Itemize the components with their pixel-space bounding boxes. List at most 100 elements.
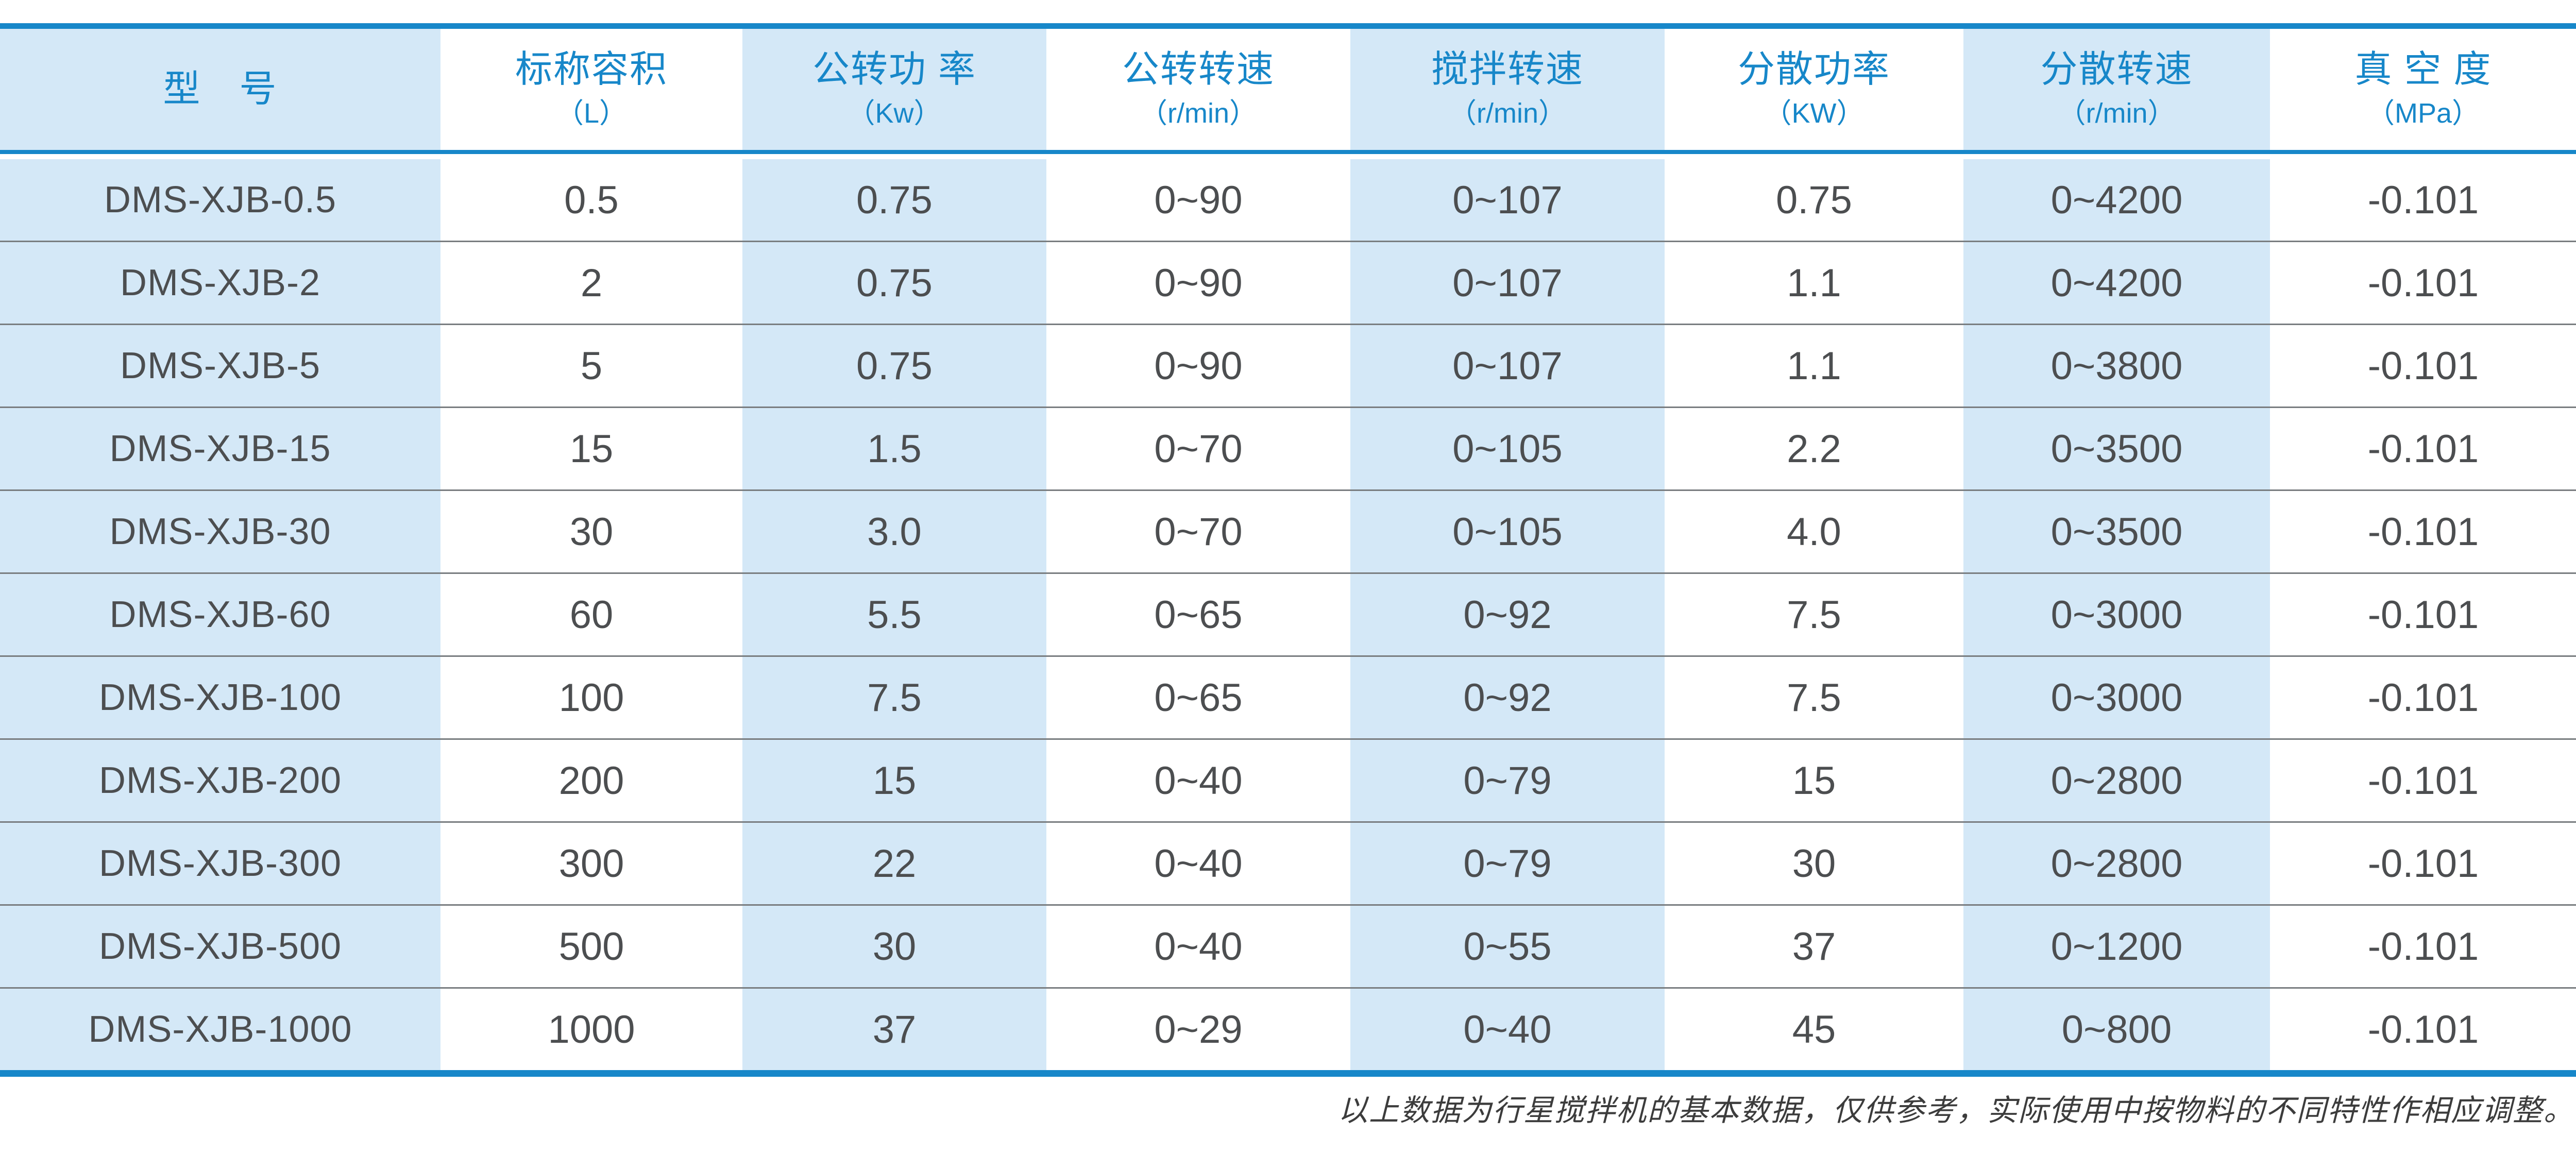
cell-mixing-speed: 0~107 [1350,325,1665,406]
cell-revolution-speed: 0~29 [1046,989,1350,1070]
cell-revolution-power: 15 [742,740,1046,821]
cell-revolution-power: 5.5 [742,574,1046,655]
cell-dispersion-power: 7.5 [1665,657,1963,738]
cell-mixing-speed: 0~79 [1350,823,1665,904]
header-model-title: 型 号 [163,68,278,110]
cell-dispersion-power: 0.75 [1665,159,1963,241]
header-mixing-speed-unit: （r/min） [1449,98,1566,129]
header-model: 型 号 [0,29,440,150]
table-row: DMS-XJB-15 15 1.5 0~70 0~105 2.2 0~3500 … [0,406,2576,489]
cell-model: DMS-XJB-1000 [0,989,440,1070]
cell-revolution-speed: 0~40 [1046,740,1350,821]
cell-revolution-power: 0.75 [742,159,1046,241]
cell-dispersion-speed: 0~2800 [1963,823,2270,904]
cell-model: DMS-XJB-500 [0,906,440,987]
header-vacuum-degree: 真 空 度 （MPa） [2270,29,2576,150]
cell-dispersion-power: 37 [1665,906,1963,987]
header-dispersion-speed-title: 分散转速 [2040,49,2193,91]
cell-model: DMS-XJB-200 [0,740,440,821]
header-nominal-volume-unit: （L） [555,98,628,129]
header-nominal-volume-title: 标称容积 [515,49,668,91]
cell-revolution-speed: 0~70 [1046,408,1350,489]
cell-vacuum-degree: -0.101 [2270,989,2576,1070]
cell-dispersion-power: 1.1 [1665,242,1963,324]
cell-mixing-speed: 0~107 [1350,242,1665,324]
spec-table: 型 号 标称容积 （L） 公转功 率 （Kw） 公转转速 （r/min） 搅拌转… [0,23,2576,1077]
header-vacuum-degree-title: 真 空 度 [2354,49,2492,91]
cell-revolution-power: 3.0 [742,491,1046,572]
cell-revolution-speed: 0~65 [1046,574,1350,655]
cell-revolution-power: 1.5 [742,408,1046,489]
table-row: DMS-XJB-5 5 0.75 0~90 0~107 1.1 0~3800 -… [0,324,2576,406]
cell-dispersion-power: 15 [1665,740,1963,821]
cell-dispersion-power: 7.5 [1665,574,1963,655]
cell-model: DMS-XJB-2 [0,242,440,324]
cell-revolution-speed: 0~90 [1046,159,1350,241]
cell-mixing-speed: 0~105 [1350,491,1665,572]
cell-dispersion-speed: 0~4200 [1963,159,2270,241]
cell-nominal-volume: 300 [440,823,742,904]
cell-revolution-speed: 0~90 [1046,242,1350,324]
cell-revolution-speed: 0~90 [1046,325,1350,406]
header-dispersion-speed: 分散转速 （r/min） [1963,29,2270,150]
cell-vacuum-degree: -0.101 [2270,408,2576,489]
cell-mixing-speed: 0~40 [1350,989,1665,1070]
cell-vacuum-degree: -0.101 [2270,242,2576,324]
header-dispersion-power-title: 分散功率 [1737,49,1890,91]
cell-nominal-volume: 0.5 [440,159,742,241]
cell-nominal-volume: 1000 [440,989,742,1070]
table-row: DMS-XJB-1000 1000 37 0~29 0~40 45 0~800 … [0,987,2576,1070]
cell-nominal-volume: 200 [440,740,742,821]
cell-dispersion-speed: 0~2800 [1963,740,2270,821]
cell-vacuum-degree: -0.101 [2270,823,2576,904]
cell-dispersion-power: 4.0 [1665,491,1963,572]
cell-dispersion-speed: 0~4200 [1963,242,2270,324]
cell-model: DMS-XJB-0.5 [0,159,440,241]
cell-vacuum-degree: -0.101 [2270,574,2576,655]
header-body-divider-gap [0,154,2576,159]
cell-dispersion-power: 2.2 [1665,408,1963,489]
cell-revolution-power: 0.75 [742,242,1046,324]
header-dispersion-power: 分散功率 （KW） [1665,29,1963,150]
table-header-row: 型 号 标称容积 （L） 公转功 率 （Kw） 公转转速 （r/min） 搅拌转… [0,29,2576,154]
cell-model: DMS-XJB-15 [0,408,440,489]
cell-dispersion-speed: 0~3000 [1963,657,2270,738]
cell-dispersion-power: 30 [1665,823,1963,904]
cell-model: DMS-XJB-30 [0,491,440,572]
table-row: DMS-XJB-60 60 5.5 0~65 0~92 7.5 0~3000 -… [0,572,2576,655]
cell-nominal-volume: 60 [440,574,742,655]
cell-dispersion-speed: 0~1200 [1963,906,2270,987]
header-revolution-power-title: 公转功 率 [812,49,976,91]
cell-vacuum-degree: -0.101 [2270,159,2576,241]
cell-revolution-power: 0.75 [742,325,1046,406]
table-row: DMS-XJB-2 2 0.75 0~90 0~107 1.1 0~4200 -… [0,241,2576,324]
header-mixing-speed: 搅拌转速 （r/min） [1350,29,1665,150]
cell-model: DMS-XJB-60 [0,574,440,655]
footnote-disclaimer: 以上数据为行星搅拌机的基本数据，仅供参考，实际使用中按物料的不同特性作相应调整。 [1337,1093,2574,1128]
table-row: DMS-XJB-0.5 0.5 0.75 0~90 0~107 0.75 0~4… [0,159,2576,241]
header-vacuum-degree-unit: （MPa） [2366,98,2480,129]
cell-revolution-speed: 0~40 [1046,823,1350,904]
cell-model: DMS-XJB-5 [0,325,440,406]
cell-vacuum-degree: -0.101 [2270,325,2576,406]
header-revolution-speed-title: 公转转速 [1122,49,1275,91]
cell-model: DMS-XJB-100 [0,657,440,738]
cell-dispersion-speed: 0~800 [1963,989,2270,1070]
cell-vacuum-degree: -0.101 [2270,740,2576,821]
header-revolution-power-unit: （Kw） [847,98,942,129]
table-row: DMS-XJB-500 500 30 0~40 0~55 37 0~1200 -… [0,904,2576,987]
cell-mixing-speed: 0~107 [1350,159,1665,241]
cell-nominal-volume: 100 [440,657,742,738]
table-row: DMS-XJB-100 100 7.5 0~65 0~92 7.5 0~3000… [0,655,2576,738]
cell-nominal-volume: 30 [440,491,742,572]
cell-vacuum-degree: -0.101 [2270,906,2576,987]
cell-nominal-volume: 2 [440,242,742,324]
cell-nominal-volume: 5 [440,325,742,406]
header-revolution-power: 公转功 率 （Kw） [742,29,1046,150]
cell-dispersion-speed: 0~3800 [1963,325,2270,406]
header-dispersion-power-unit: （KW） [1764,98,1865,129]
header-nominal-volume: 标称容积 （L） [440,29,742,150]
cell-dispersion-speed: 0~3000 [1963,574,2270,655]
table-row: DMS-XJB-300 300 22 0~40 0~79 30 0~2800 -… [0,821,2576,904]
